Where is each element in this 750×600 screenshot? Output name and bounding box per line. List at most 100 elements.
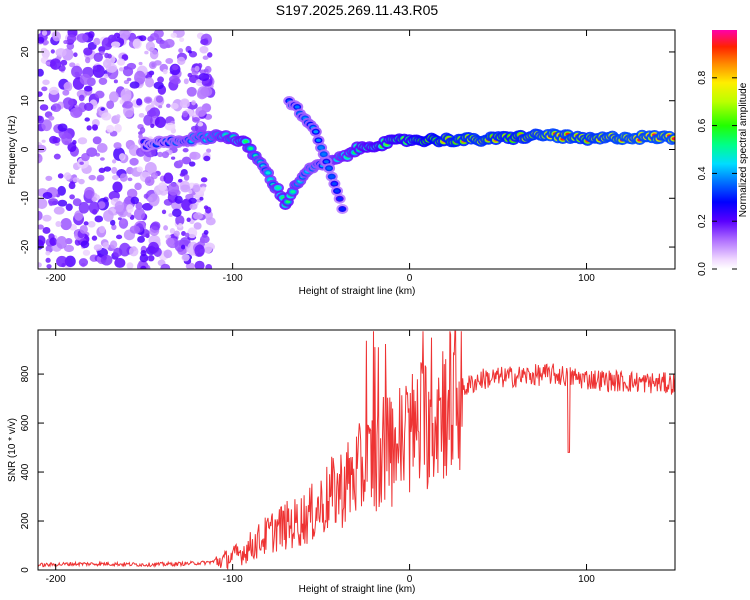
spectrogram-speckle (138, 35, 147, 42)
spectrogram-speckle (38, 153, 43, 164)
spectrogram-ridge-core (248, 146, 254, 151)
colorbar-tick-label: 0.8 (697, 70, 708, 84)
spectrogram-speckle (56, 255, 68, 268)
spectrogram-speckle (126, 77, 132, 82)
spectrogram-speckle (126, 188, 138, 199)
spectrogram-speckle (202, 55, 209, 60)
spectrogram-speckle (57, 199, 68, 207)
spectrogram-speckle (55, 155, 60, 160)
spectrogram-speckle (116, 58, 126, 66)
spectrogram-speckle (86, 125, 92, 131)
spectrogram-speckle (203, 155, 211, 162)
spectrogram-speckle (140, 265, 147, 269)
spectrogram-speckle (126, 262, 134, 269)
spectrogram-speckle (187, 72, 193, 78)
spectrogram-speckle (178, 48, 184, 53)
spectrogram-speckle (91, 235, 98, 241)
snr-x-axis-label: Height of straight line (km) (299, 584, 416, 595)
spectrogram-speckle (182, 110, 189, 118)
spectrogram-speckle (61, 132, 73, 146)
spectrogram-ridge-core (321, 152, 327, 156)
spectrogram-speckle (200, 186, 206, 192)
spectrogram-speckle (63, 244, 75, 253)
spectrogram-speckle (100, 107, 106, 111)
spectrogram-speckle (207, 52, 213, 58)
spectrogram-speckle (117, 217, 122, 221)
spectrogram-speckle (92, 65, 98, 71)
spectrogram-speckle (114, 257, 126, 268)
spectrogram-speckle (177, 159, 184, 165)
spectrogram-speckle (38, 36, 45, 44)
spectrogram-speckle (103, 209, 114, 222)
spectrogram-speckle (68, 181, 76, 190)
spectrogram-speckle (118, 30, 131, 40)
snr-y-tick-label: 400 (20, 463, 31, 480)
spectrogram-speckle (127, 177, 133, 182)
spectrogram-speckle (87, 220, 96, 228)
spectrogram-speckle (158, 182, 168, 191)
spectrogram-speckle (149, 49, 159, 60)
spectrogram-x-tick-label: 0 (407, 273, 413, 284)
spectrogram-ridge-core (334, 189, 340, 193)
spectrogram-speckle (134, 182, 142, 191)
spectrogram-ridge-core (243, 140, 249, 144)
spectrogram-speckle (93, 244, 103, 251)
snr-panel: -200 -100 0 100 0 200 400 600 800 Height of stra… (7, 329, 676, 595)
spectrogram-speckle (144, 176, 155, 187)
spectrogram-speckle (45, 61, 51, 65)
spectrogram-speckle (85, 56, 91, 64)
spectrogram-speckle (203, 230, 209, 235)
spectrogram-speckle (145, 77, 155, 88)
spectrogram-speckle (119, 242, 131, 257)
spectrogram-speckle (42, 214, 52, 222)
spectrogram-x-tick-label: -200 (46, 273, 66, 284)
spectrogram-y-tick-label: -10 (20, 191, 31, 206)
spectrogram-ridge-core (285, 200, 291, 204)
chart-title: S197.2025.269.11.43.R05 (276, 2, 439, 18)
spectrogram-speckle (188, 161, 196, 167)
spectrogram-y-tick-label: 20 (20, 46, 31, 58)
spectrogram-speckle (79, 161, 84, 165)
spectrogram-speckle (124, 199, 132, 205)
spectrogram-speckle (157, 151, 163, 158)
spectrogram-speckle (147, 255, 155, 262)
spectrogram-speckle (38, 210, 43, 221)
spectrogram-speckle (79, 225, 88, 234)
spectrogram-speckle (168, 213, 174, 218)
snr-axes: -200 -100 0 100 0 200 400 600 800 (20, 330, 675, 585)
spectrogram-speckle (57, 185, 66, 196)
spectrogram-speckle (205, 217, 216, 226)
spectrogram-ridge-core (326, 166, 332, 170)
spectrogram-speckle (193, 222, 202, 230)
spectrogram-speckle (55, 48, 67, 57)
spectrogram-speckle (46, 264, 52, 269)
spectrogram-speckle (93, 37, 101, 46)
spectrogram-speckle (182, 147, 189, 153)
spectrogram-speckle (53, 206, 65, 215)
spectrogram-speckle (106, 100, 115, 110)
spectrogram-speckle (74, 210, 84, 221)
spectrogram-ridge-core (313, 130, 319, 134)
spectrogram-speckle (184, 232, 190, 238)
spectrogram-speckle (136, 98, 143, 106)
spectrogram-speckle (172, 64, 179, 71)
spectrogram-speckle (113, 142, 122, 149)
spectrogram-ridge-core (329, 174, 335, 179)
spectrogram-speckle (102, 59, 112, 69)
spectrogram-speckle (165, 234, 172, 239)
spectrogram-speckle (148, 193, 160, 207)
spectrogram-speckle (143, 193, 149, 199)
spectrogram-speckle (56, 236, 68, 249)
spectrogram-speckle (198, 73, 210, 81)
spectrogram-speckle (45, 257, 51, 263)
colorbar-tick-label: 0.0 (697, 262, 708, 276)
spectrogram-speckle (91, 124, 99, 131)
spectrogram-speckle (82, 249, 91, 256)
spectrogram-speckle (49, 58, 62, 70)
spectrogram-speckle (179, 37, 185, 42)
spectrogram-speckle (183, 174, 190, 181)
colorbar-label: Normalized spectral amplitude (738, 82, 749, 217)
spectrogram-speckle (114, 201, 125, 213)
spectrogram-speckle (197, 122, 204, 127)
spectrogram-speckle (112, 174, 119, 181)
